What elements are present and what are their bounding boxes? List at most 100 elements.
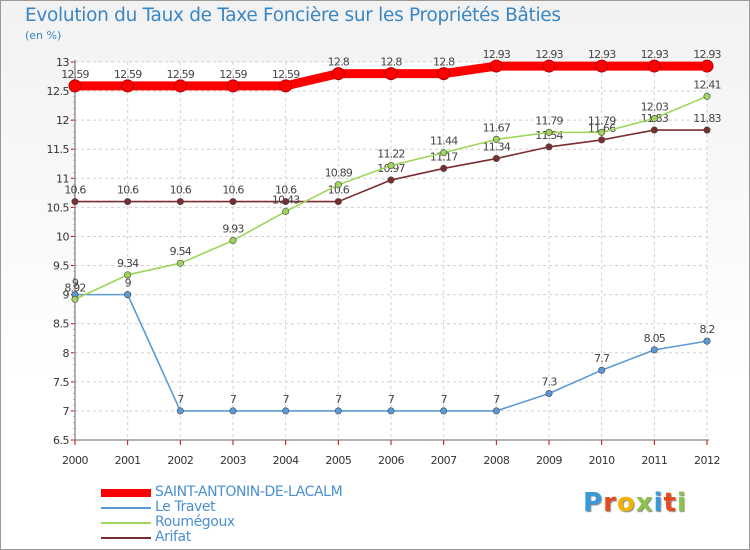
logo-letter: x — [635, 488, 654, 518]
data-point — [334, 181, 342, 189]
data-label: 12.59 — [272, 68, 300, 81]
data-point — [542, 59, 556, 73]
x-tick-label: 2012 — [694, 454, 720, 467]
data-label: 12.8 — [380, 56, 402, 69]
data-point — [124, 291, 132, 299]
y-tick-label: 9 — [63, 289, 70, 302]
data-label: 10.6 — [117, 184, 139, 197]
data-point — [492, 135, 500, 143]
data-label: 7 — [283, 393, 290, 406]
data-point — [71, 198, 79, 206]
x-tick-label: 2001 — [115, 454, 141, 467]
data-label: 9.34 — [117, 257, 139, 270]
data-point — [489, 59, 503, 73]
data-point — [387, 176, 395, 184]
data-label: 12.93 — [588, 48, 616, 61]
data-point — [124, 271, 132, 279]
data-point — [492, 155, 500, 163]
legend-label-roumegoux: Roumégoux — [155, 514, 235, 530]
legend-label-saint-antonin: SAINT-ANTONIN-DE-LACALM — [155, 484, 343, 500]
data-point — [650, 114, 658, 122]
proxiti-logo: Proxiti — [583, 488, 687, 518]
legend-label-le-travet: Le Travet — [155, 499, 216, 515]
data-label: 12.59 — [114, 68, 142, 81]
data-label: 8.92 — [64, 281, 85, 294]
x-tick-label: 2010 — [589, 454, 615, 467]
data-point — [545, 143, 553, 151]
data-point — [229, 198, 237, 206]
x-tick-label: 2008 — [483, 454, 509, 467]
data-label: 12.93 — [535, 48, 563, 61]
logo-letter: i — [653, 488, 664, 518]
data-label: 9 — [125, 277, 132, 290]
x-tick-label: 2004 — [273, 454, 299, 467]
chart-unit-label: (en %) — [25, 29, 62, 42]
chart-title: Evolution du Taux de Taxe Foncière sur l… — [25, 5, 561, 26]
data-label: 8.05 — [644, 332, 666, 345]
data-point — [387, 407, 395, 415]
x-tick-label: 2009 — [536, 454, 562, 467]
data-label: 12.41 — [693, 78, 721, 91]
data-label: 8.2 — [699, 323, 714, 336]
logo-letter: t — [663, 488, 677, 518]
data-point — [173, 79, 187, 93]
data-point — [68, 79, 82, 93]
y-tick-label: 11.5 — [47, 143, 70, 156]
data-label: 12.03 — [641, 100, 669, 113]
data-label: 12.59 — [61, 68, 89, 81]
data-point — [331, 67, 345, 81]
data-label: 7 — [177, 393, 184, 406]
x-tick-label: 2002 — [167, 454, 193, 467]
y-tick-label: 12.5 — [47, 85, 70, 98]
y-tick-label: 8 — [63, 347, 70, 360]
legend-swatch-le-travet — [101, 507, 151, 509]
data-point — [437, 67, 451, 81]
x-tick-label: 2005 — [325, 454, 351, 467]
data-point — [492, 407, 500, 415]
data-label: 7.3 — [541, 375, 557, 388]
y-tick-label: 7 — [63, 405, 70, 418]
data-point — [384, 67, 398, 81]
data-point — [334, 407, 342, 415]
data-point — [595, 59, 609, 73]
y-tick-label: 9.5 — [53, 260, 69, 273]
data-label: 7 — [230, 393, 237, 406]
data-point — [176, 407, 184, 415]
data-point — [387, 162, 395, 170]
data-point — [176, 259, 184, 267]
data-label: 9 — [72, 277, 79, 290]
data-point — [282, 407, 290, 415]
data-point — [229, 407, 237, 415]
data-label: 10.6 — [275, 184, 297, 197]
y-tick-label: 12 — [56, 114, 69, 127]
data-point — [650, 126, 658, 134]
data-label: 11.44 — [430, 135, 458, 148]
data-point — [282, 198, 290, 206]
data-point — [71, 295, 79, 303]
y-tick-label: 10.5 — [47, 201, 70, 214]
data-label: 12.8 — [433, 56, 455, 69]
data-label: 11.67 — [483, 121, 511, 134]
data-label: 12.93 — [483, 48, 511, 61]
data-label: 12.93 — [693, 48, 721, 61]
data-label: 12.8 — [328, 56, 350, 69]
data-point — [279, 79, 293, 93]
legend-swatch-arifat — [101, 537, 151, 539]
data-point — [700, 59, 714, 73]
data-label: 7 — [335, 393, 342, 406]
data-point — [124, 198, 132, 206]
data-label: 7.7 — [594, 352, 610, 365]
data-point — [176, 198, 184, 206]
data-label: 9.93 — [222, 223, 244, 236]
x-tick-label: 2011 — [641, 454, 667, 467]
data-label: 11.22 — [377, 148, 405, 161]
y-tick-label: 13 — [56, 56, 69, 69]
data-point — [545, 128, 553, 136]
data-label: 7 — [388, 393, 395, 406]
data-label: 12.93 — [641, 48, 669, 61]
data-label: 11.79 — [588, 114, 616, 127]
y-tick-label: 7.5 — [53, 376, 69, 389]
y-tick-label: 10 — [56, 230, 69, 243]
